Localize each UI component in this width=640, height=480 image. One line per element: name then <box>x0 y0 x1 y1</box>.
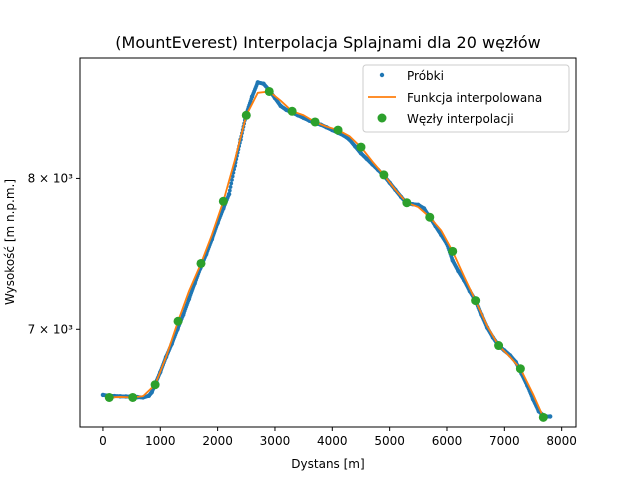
legend-label-probki: Próbki <box>407 69 444 83</box>
interpolation-node <box>196 258 206 268</box>
legend-marker-wezly <box>377 113 387 123</box>
legend-marker-probki <box>379 72 385 78</box>
x-tick-label: 4000 <box>317 434 348 448</box>
interpolation-node <box>218 196 228 206</box>
legend: Próbki Funkcja interpolowana Węzły inter… <box>362 64 570 133</box>
interpolated-function-line <box>109 90 545 418</box>
interpolation-node <box>515 364 525 374</box>
interpolation-node <box>425 212 435 222</box>
interpolation-node <box>104 392 114 402</box>
interpolation-node <box>333 125 343 135</box>
interpolation-node <box>241 110 251 120</box>
y-axis-label: Wysokość [m n.p.m.] <box>3 179 17 305</box>
interpolation-node <box>150 380 160 390</box>
interpolation-node <box>310 117 320 127</box>
interpolation-node <box>173 316 183 326</box>
interpolation-node <box>538 412 548 422</box>
sample-point <box>229 181 234 186</box>
sample-point <box>230 174 235 179</box>
x-axis: 0 1000 2000 3000 4000 5000 6000 7000 8000 <box>99 427 577 448</box>
x-tick-label: 3000 <box>260 434 291 448</box>
sample-point <box>228 185 233 189</box>
x-tick-label: 2000 <box>202 434 233 448</box>
axes-frame <box>79 57 577 428</box>
interpolation-node <box>356 142 366 152</box>
x-axis-label: Dystans [m] <box>291 457 364 471</box>
legend-label-wezly: Węzły interpolacji <box>407 112 514 126</box>
y-tick-label: 8 × 10³ <box>28 171 74 185</box>
sample-point <box>226 191 232 197</box>
y-axis: 7 × 10³ 8 × 10³ <box>28 171 80 336</box>
interpolation-node <box>128 392 138 402</box>
interpolation-node <box>494 341 504 351</box>
interpolation-node <box>287 106 297 116</box>
legend-label-funkcja: Funkcja interpolowana <box>407 91 542 105</box>
sample-point <box>547 414 553 419</box>
x-tick-label: 7000 <box>489 434 520 448</box>
sample-point <box>230 177 234 182</box>
x-tick-label: 5000 <box>374 434 405 448</box>
interpolation-node <box>448 246 458 256</box>
interpolation-node <box>402 198 412 208</box>
interpolation-node <box>379 170 389 180</box>
interpolation-node <box>471 296 481 306</box>
x-tick-label: 8000 <box>546 434 577 448</box>
interpolation-node <box>264 86 274 96</box>
x-tick-label: 6000 <box>432 434 463 448</box>
sample-point <box>227 188 232 193</box>
x-tick-label: 1000 <box>145 434 176 448</box>
x-tick-label: 0 <box>99 434 107 448</box>
plot-area <box>100 80 553 422</box>
y-tick-label: 7 × 10³ <box>28 322 74 336</box>
chart-title: (MountEverest) Interpolacja Splajnami dl… <box>115 33 540 52</box>
legend-box <box>362 64 570 133</box>
